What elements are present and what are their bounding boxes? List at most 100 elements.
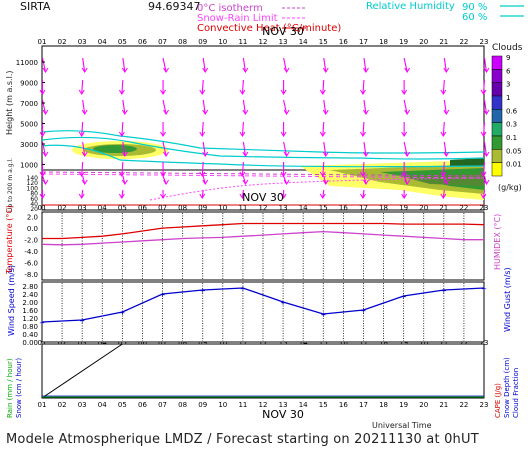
wind-arrow-head xyxy=(202,179,209,185)
wind-arrow xyxy=(122,141,126,157)
wind-arrow-head xyxy=(404,109,411,115)
wind-arrow-head xyxy=(401,131,408,137)
wind-arrow xyxy=(483,141,488,157)
hour-tick-label: 02 xyxy=(58,38,67,46)
hour-tick-label: 07 xyxy=(158,38,167,46)
hour-tick-label: 14 xyxy=(299,401,308,409)
wind-arrow xyxy=(242,57,246,73)
wind-arrow xyxy=(482,161,486,177)
wind-arrow-head xyxy=(81,179,88,185)
wind-arrow-head xyxy=(322,67,329,73)
colorbar-title: Clouds xyxy=(492,43,523,53)
wind-arrow xyxy=(442,161,445,177)
wind-arrow xyxy=(162,99,167,115)
hour-tick-label: 04 xyxy=(98,401,107,409)
colorbar-level-label: 1 xyxy=(506,94,510,102)
hour-tick-label: 10 xyxy=(218,204,227,212)
wind-arrow-head xyxy=(42,109,49,115)
panel-temp-ytick: -6.0 xyxy=(24,260,38,268)
wind-arrow-head xyxy=(163,151,169,157)
panel-clouds-ylabel: Height (m a.s.l.) xyxy=(5,71,14,136)
wind-arrow xyxy=(362,121,365,137)
wind-arrow xyxy=(482,189,486,199)
hour-tick-label: 22 xyxy=(459,401,468,409)
wind-arrow-head xyxy=(239,193,246,199)
hour-tick-label: 03 xyxy=(78,204,87,212)
wind-arrow xyxy=(162,141,167,157)
hour-tick-label: 02 xyxy=(58,204,67,212)
wind-arrow-head xyxy=(480,89,487,95)
hour-tick-label: 06 xyxy=(138,38,147,46)
wind-arrow xyxy=(122,99,126,115)
wind-arrow-head xyxy=(319,171,326,177)
wind-arrow-head xyxy=(39,131,46,137)
hour-tick-label: 03 xyxy=(78,339,87,347)
wind-arrow-head xyxy=(78,171,85,177)
hour-tick-label: 23 xyxy=(480,401,489,409)
hour-tick-label: 04 xyxy=(98,38,107,46)
wind-arrow xyxy=(322,189,325,199)
wind-arrow-head xyxy=(283,151,290,157)
wind-arrow-head xyxy=(401,171,408,177)
hour-tick-label: 03 xyxy=(78,38,87,46)
panel-clouds-ytick-low: 120 xyxy=(27,180,39,187)
hour-tick-label: 10 xyxy=(218,38,227,46)
series-line xyxy=(41,287,485,323)
rh-legend-level: 60 % xyxy=(462,12,487,23)
wind-arrow-head xyxy=(443,109,450,115)
wind-arrow xyxy=(121,161,124,177)
wind-arrow-head xyxy=(483,67,490,73)
footer-caption: Modele Atmospherique LMDZ / Forecast sta… xyxy=(6,432,479,447)
colorbar: 9 6 3 1 0.6 0.3 0.1 0.05 0.01 xyxy=(491,54,522,177)
hour-tick-label: 23 xyxy=(480,38,489,46)
wind-arrow xyxy=(363,57,367,73)
hour-tick-label: 13 xyxy=(279,339,288,347)
wind-arrow xyxy=(241,121,244,137)
wind-arrow xyxy=(443,99,447,115)
wind-arrow-head xyxy=(283,109,290,115)
wind-arrow-head xyxy=(242,67,249,73)
wind-arrow-head xyxy=(363,151,369,157)
panel-clouds-ytick-low: 100 xyxy=(27,185,39,192)
wind-arrow-head xyxy=(480,193,487,199)
hour-tick-label: 09 xyxy=(198,339,207,347)
hour-tick-label: 16 xyxy=(339,38,348,46)
panel-wind-ytick: 2.40 xyxy=(22,291,38,299)
date-label-top: NOV 30 xyxy=(262,25,304,38)
hour-tick-label: 13 xyxy=(279,204,288,212)
wind-arrow-head xyxy=(121,109,128,115)
wind-arrow-head xyxy=(118,171,125,177)
colorbar-level-label: 0.05 xyxy=(506,147,522,155)
wind-arrow xyxy=(482,121,486,137)
wind-arrow xyxy=(241,161,244,177)
hour-tick-label: 22 xyxy=(459,38,468,46)
wind-arrow-head xyxy=(78,193,85,199)
wind-arrow-head xyxy=(483,179,490,185)
wind-arrow xyxy=(202,141,206,157)
wind-arrow xyxy=(363,141,367,157)
panel-wind-frame xyxy=(41,281,485,343)
legend-top-label: 0°C isotherm xyxy=(197,3,263,14)
hour-tick-label: 20 xyxy=(419,38,428,46)
wind-marker: + xyxy=(39,319,45,327)
hour-tick-label: 01 xyxy=(38,38,47,46)
wind-arrow-head xyxy=(401,193,408,199)
wind-arrow-head xyxy=(202,151,209,157)
wind-marker: + xyxy=(79,317,85,325)
wind-arrow xyxy=(483,57,488,73)
wind-arrow-head xyxy=(239,171,246,177)
wind-arrow-head xyxy=(42,67,49,73)
wind-arrow xyxy=(362,79,365,95)
wind-arrow xyxy=(323,141,327,157)
wind-arrow xyxy=(201,79,204,95)
wind-arrow-head xyxy=(443,151,450,157)
panel-rain-ylabel-cloudfrac: Cloud Fraction xyxy=(512,368,520,418)
wind-arrow-head xyxy=(118,193,125,199)
hour-tick-label: 08 xyxy=(178,401,187,409)
colorbar-swatch xyxy=(491,122,503,137)
wind-arrow xyxy=(121,121,124,137)
wind-arrow-head xyxy=(322,109,329,115)
colorbar-unit: (g/kg) xyxy=(498,183,522,192)
wind-arrow-head xyxy=(199,131,206,137)
